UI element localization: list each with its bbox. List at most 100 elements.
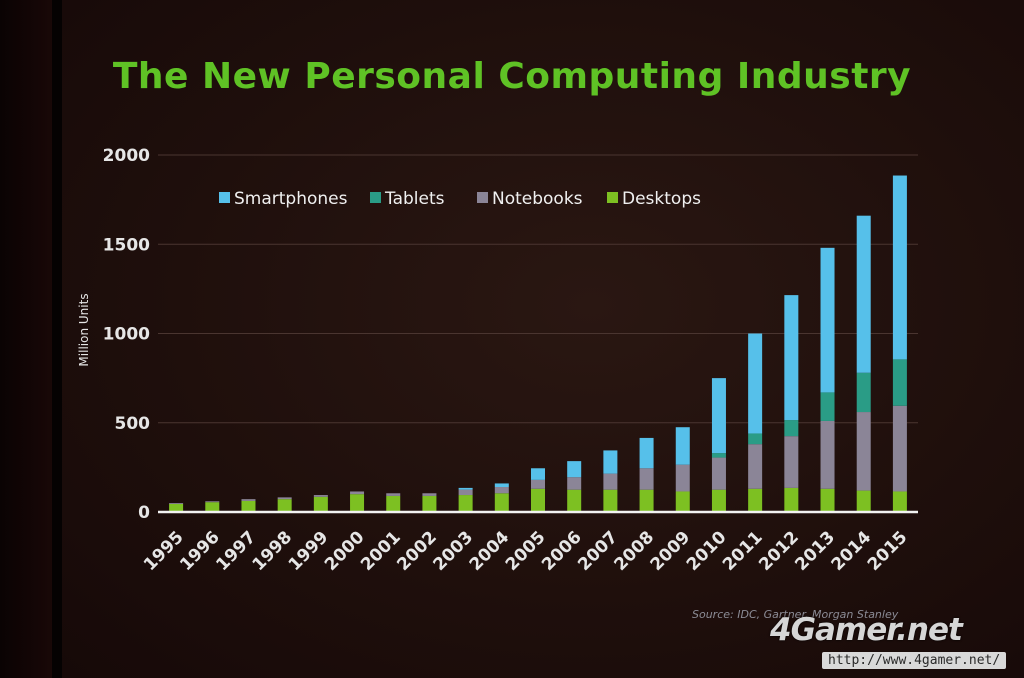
bar-smartphones-2015 [892,175,907,360]
watermark-logo: 4Gamer.net [770,612,963,648]
bar-notebooks-2009 [675,464,690,492]
bar-tablets-2013 [820,392,835,421]
legend-label: Tablets [384,189,445,209]
bar-notebooks-1998 [277,497,292,500]
bar-desktops-2001 [386,495,401,512]
legend-label: Smartphones [234,189,348,209]
bar-smartphones-2014 [856,215,871,373]
bar-desktops-2014 [856,490,871,512]
bar-desktops-2006 [567,489,582,512]
bar-tablets-2015 [892,359,907,406]
screen-frame [52,0,62,678]
legend-item-tablets: Tablets [370,189,445,209]
x-tick-label: 2014 [828,527,876,575]
bar-desktops-1996 [205,502,220,512]
bar-notebooks-2002 [422,493,437,496]
bar-notebooks-2006 [567,477,582,490]
bar-desktops-1998 [277,499,292,512]
bar-smartphones-2011 [748,333,763,434]
x-tick-label: 2015 [864,527,912,575]
x-tick-label: 2008 [610,527,658,575]
legend-item-desktops: Desktops [607,189,701,209]
legend-swatch [477,192,488,203]
bar-desktops-2007 [603,489,618,512]
bar-smartphones-2003 [458,487,473,490]
x-tick-label: 2004 [466,527,514,575]
bar-notebooks-1995 [169,503,184,504]
bar-notebooks-2011 [748,444,763,489]
x-tick-label: 1996 [176,527,224,575]
bar-notebooks-2014 [856,412,871,491]
bar-desktops-2013 [820,488,835,512]
x-tick-label: 2002 [393,527,441,575]
bar-desktops-2008 [639,489,654,512]
x-tick-label: 2007 [574,527,622,575]
bar-desktops-2003 [458,495,473,512]
bar-notebooks-1996 [205,501,220,503]
bar-notebooks-2008 [639,468,654,490]
legend-item-smartphones: Smartphones [219,189,348,209]
legend-item-notebooks: Notebooks [477,189,583,209]
bar-smartphones-2005 [531,468,545,480]
y-tick-label: 1500 [103,235,150,255]
x-tick-label: 1997 [212,527,260,575]
bar-tablets-2014 [856,372,871,413]
bar-desktops-2012 [784,487,799,512]
bar-desktops-1999 [313,496,328,512]
bar-desktops-2010 [711,489,726,512]
bar-smartphones-2004 [494,483,509,488]
bar-smartphones-2009 [675,427,690,465]
bar-tablets-2012 [784,420,799,437]
bar-notebooks-2005 [531,479,545,489]
x-tick-label: 1998 [249,527,297,575]
bar-tablets-2011 [748,433,763,445]
bar-desktops-2005 [531,488,545,512]
x-tick-label: 2001 [357,527,405,575]
y-axis-title: Million Units [77,293,91,366]
x-tick-label: 1995 [140,527,188,575]
bar-desktops-2004 [494,493,509,512]
x-tick-label: 2013 [791,527,839,575]
bar-notebooks-2010 [711,457,726,490]
legend-label: Notebooks [492,189,583,209]
bar-notebooks-2015 [892,405,907,492]
bar-notebooks-2001 [386,493,401,496]
x-tick-label: 2012 [755,527,803,575]
legend-swatch [219,192,230,203]
x-tick-label: 2010 [683,527,731,575]
x-tick-label: 2009 [647,527,695,575]
x-tick-label: 2003 [430,527,478,575]
bar-notebooks-1997 [241,499,256,501]
bar-smartphones-2007 [603,450,618,474]
y-tick-label: 2000 [103,146,150,166]
bar-desktops-1995 [169,503,184,512]
bar-smartphones-2008 [639,437,654,469]
x-tick-label: 2006 [538,527,586,575]
x-tick-label: 2011 [719,527,767,575]
legend-label: Desktops [622,189,701,209]
bar-desktops-2011 [748,488,763,512]
bar-notebooks-1999 [313,495,328,497]
bar-smartphones-2012 [784,295,799,421]
x-tick-label: 2005 [502,527,550,575]
bar-desktops-1997 [241,500,256,512]
legend-swatch [607,192,618,203]
source-note: Source: IDC, Gartner, Morgan Stanley [692,608,899,621]
bar-notebooks-2004 [494,487,509,494]
bar-desktops-2015 [892,491,907,512]
bar-desktops-2000 [350,494,365,512]
bar-notebooks-2000 [350,491,365,495]
bar-tablets-2010 [711,453,726,458]
bar-notebooks-2007 [603,473,618,490]
bar-notebooks-2012 [784,436,799,488]
bar-desktops-2002 [422,495,437,512]
bar-desktops-2009 [675,491,690,512]
bar-smartphones-2006 [567,461,582,478]
y-tick-label: 500 [115,414,151,434]
bar-smartphones-2010 [711,378,726,454]
watermark-url: http://www.4gamer.net/ [822,652,1007,669]
bar-notebooks-2013 [820,420,835,489]
legend-swatch [370,192,381,203]
x-tick-label: 2000 [321,527,369,575]
